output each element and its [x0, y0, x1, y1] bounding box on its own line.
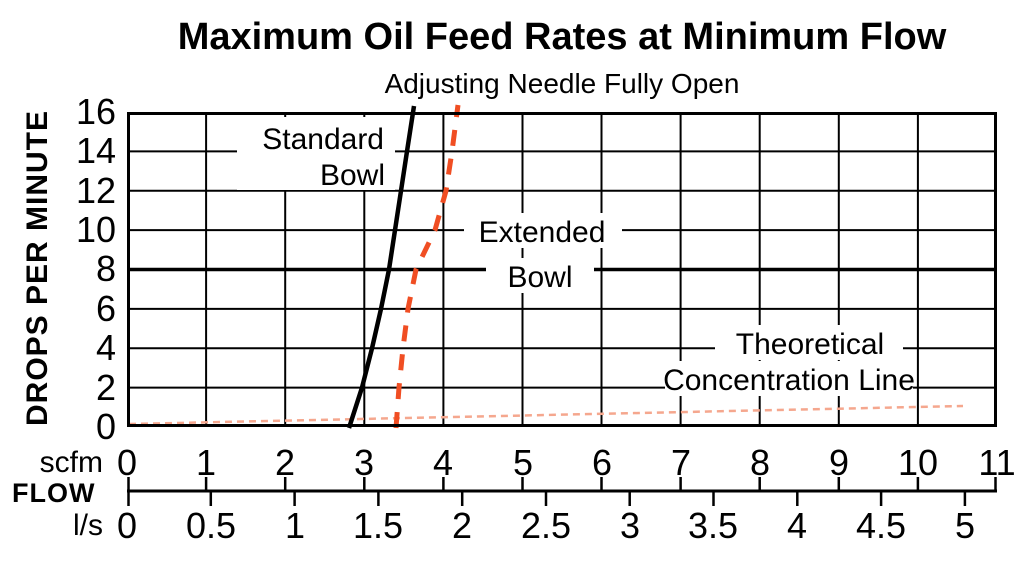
y-tick-2: 2: [95, 367, 116, 408]
chart-subtitle: Adjusting Needle Fully Open: [384, 68, 740, 99]
scfm-tick-1: 1: [195, 442, 217, 483]
scfm-tick-6: 6: [591, 442, 613, 483]
chart-title: Maximum Oil Feed Rates at Minimum Flow: [177, 16, 947, 58]
y-tick-12: 12: [75, 170, 116, 211]
extended-bowl-label-line1: Extended: [479, 216, 606, 249]
plot-border: [127, 112, 997, 427]
y-tick-10: 10: [75, 209, 116, 250]
ls-ruler-ticks: [127, 491, 967, 506]
label-backgrounds: [237, 117, 913, 396]
ls-tick-5: 5: [954, 505, 976, 546]
plot-area: Standard Bowl Extended Bowl Theoretical …: [127, 104, 997, 429]
ls-tick-2: 2: [451, 505, 473, 546]
scfm-tick-7: 7: [670, 442, 692, 483]
flow-axis-label: FLOW: [12, 478, 96, 508]
flow-ruler: [127, 477, 997, 506]
extended-bowl-label-line2: Bowl: [507, 261, 572, 294]
ls-tick-0: 0: [116, 505, 138, 546]
ls-unit-label: l/s: [73, 509, 103, 542]
standard-bowl-label-line2: Bowl: [320, 159, 385, 192]
extended-bowl-line: [393, 104, 461, 429]
ls-tick-4: 4: [786, 505, 808, 546]
scfm-tick-0: 0: [116, 442, 138, 483]
ls-tick-1-5: 1.5: [352, 505, 404, 546]
ls-tick-3: 3: [619, 505, 641, 546]
y-tick-0: 0: [95, 406, 116, 447]
ls-tick-3-5: 3.5: [687, 505, 739, 546]
y-axis-label: DROPS PER MINUTE: [21, 109, 54, 427]
theoretical-label-line1: Theoretical: [736, 328, 884, 361]
scfm-tick-2: 2: [274, 442, 296, 483]
scfm-unit-label: scfm: [39, 446, 103, 479]
theoretical-label-line2: Concentration Line: [663, 364, 915, 397]
ls-tick-2-5: 2.5: [520, 505, 572, 546]
y-tick-8: 8: [95, 248, 116, 289]
scfm-tick-4: 4: [432, 442, 454, 483]
scfm-ruler-ticks: [127, 477, 997, 491]
y-tick-6: 6: [95, 288, 116, 329]
ls-tick-0-5: 0.5: [185, 505, 237, 546]
ls-tick-1: 1: [284, 505, 306, 546]
y-tick-16: 16: [75, 91, 116, 132]
scfm-tick-8: 8: [749, 442, 771, 483]
ls-tick-4-5: 4.5: [855, 505, 907, 546]
standard-bowl-line: [346, 105, 417, 429]
y-tick-4: 4: [95, 327, 116, 368]
scfm-tick-3: 3: [353, 442, 375, 483]
scfm-tick-5: 5: [512, 442, 534, 483]
scfm-tick-10: 10: [897, 442, 939, 483]
scfm-tick-9: 9: [828, 442, 850, 483]
y-tick-14: 14: [75, 130, 116, 171]
scfm-tick-11: 11: [978, 442, 1016, 483]
standard-bowl-label-line1: Standard: [262, 123, 384, 156]
